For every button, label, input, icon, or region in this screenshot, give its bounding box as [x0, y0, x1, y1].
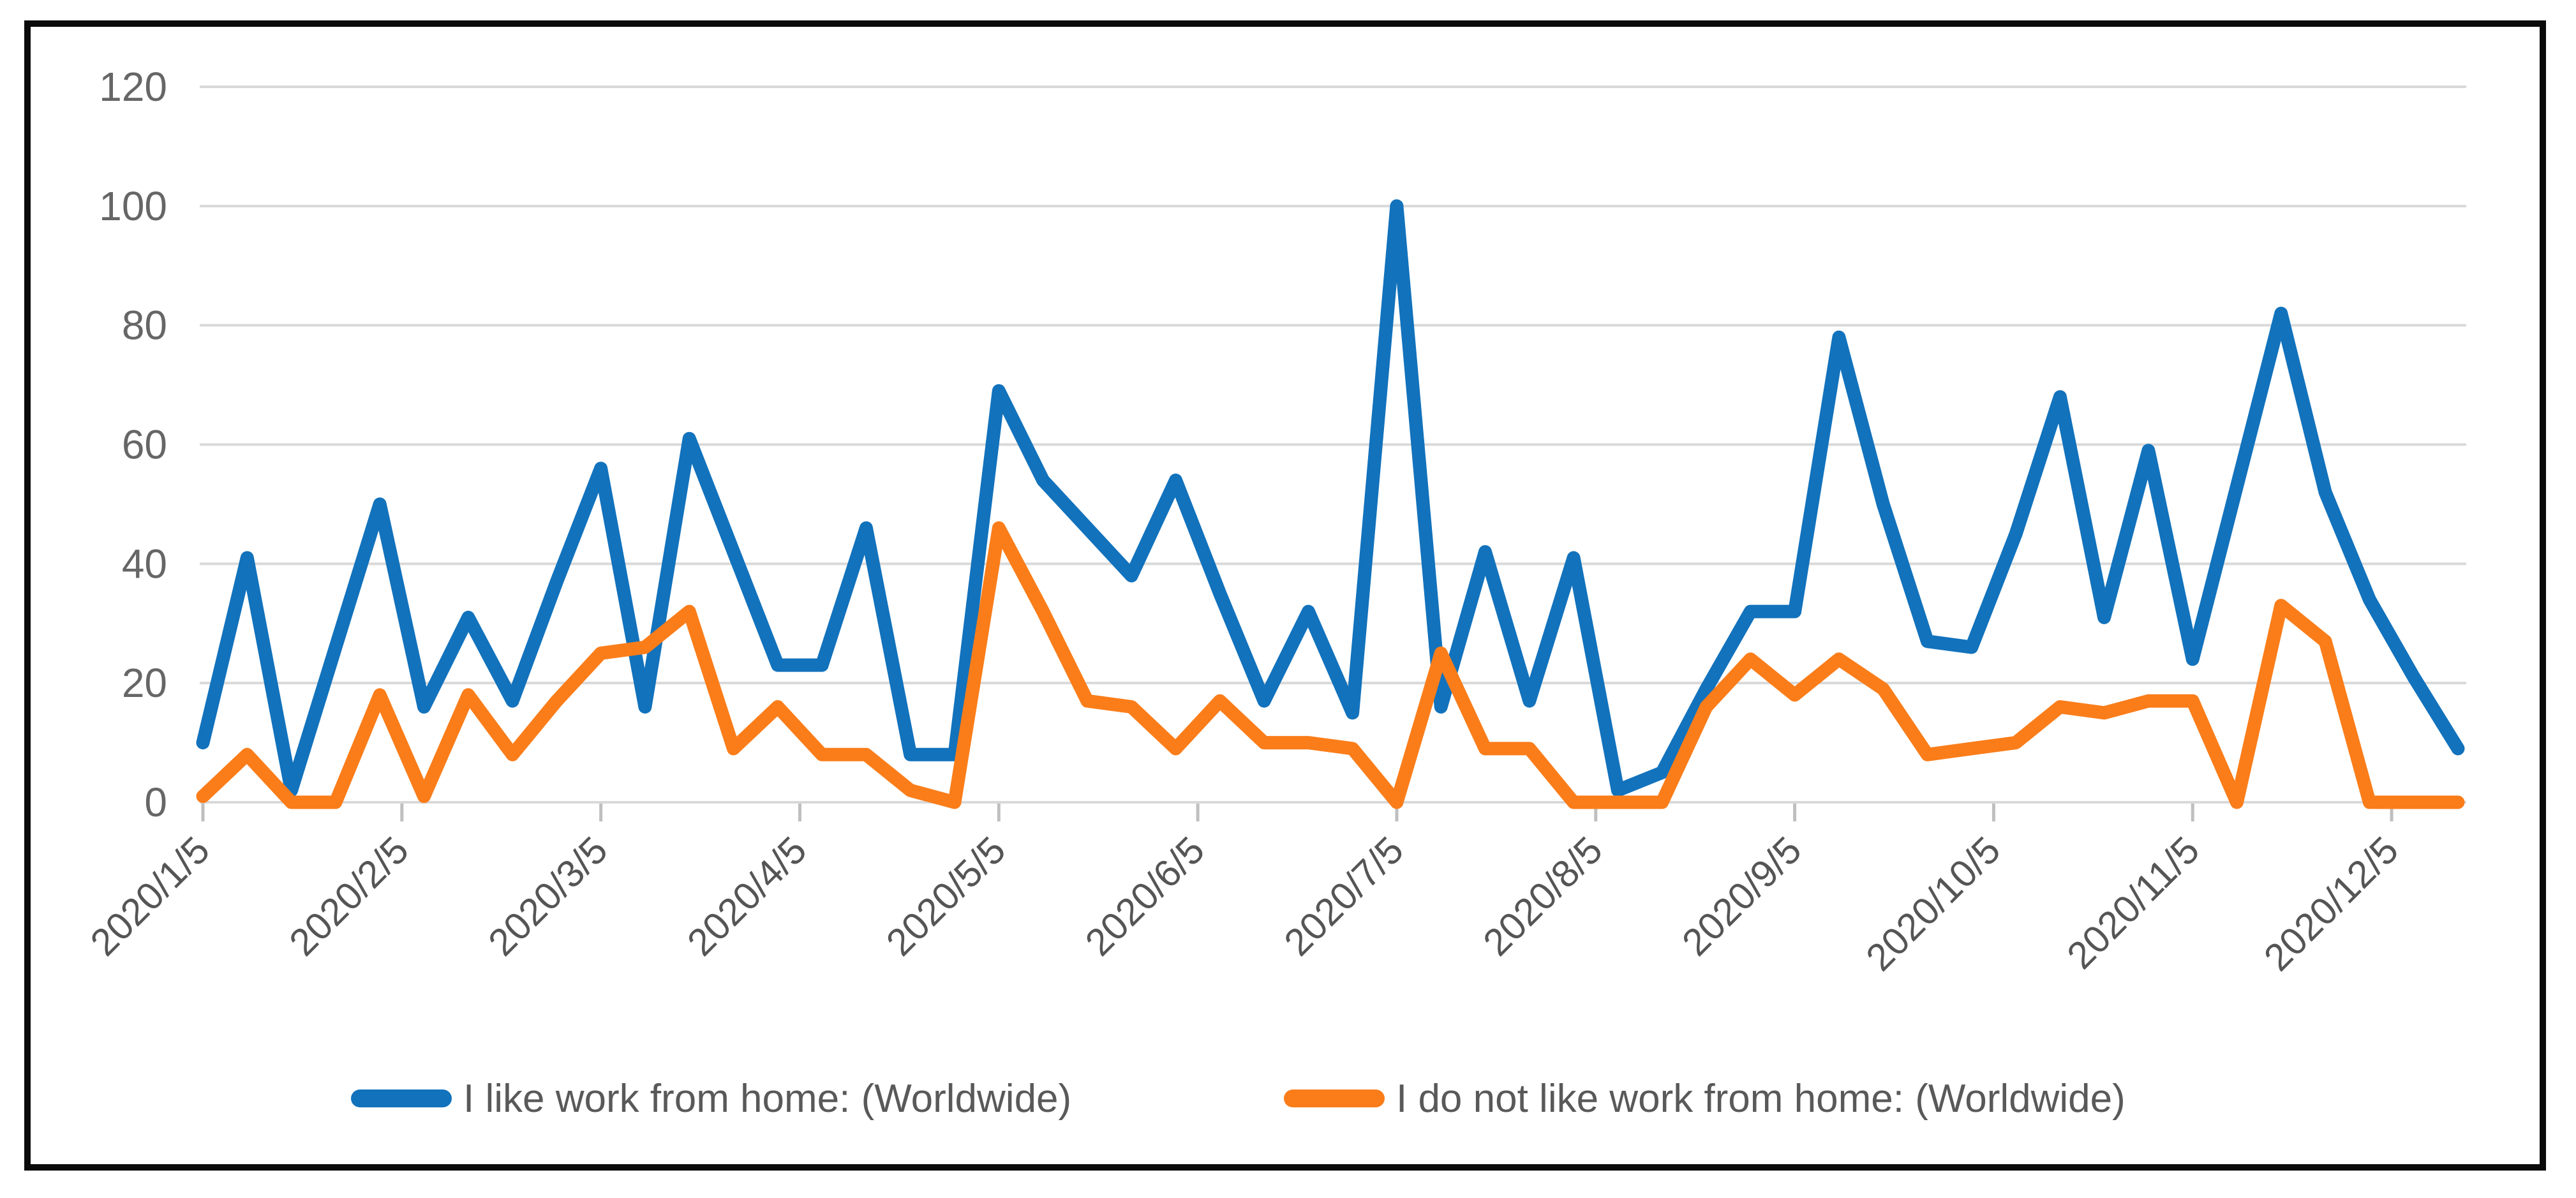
- legend-label-dislike: I do not like work from home: (Worldwide…: [1396, 1076, 2126, 1121]
- y-axis-label-20: 20: [122, 660, 167, 706]
- legend-swatch-dislike: [1284, 1089, 1385, 1107]
- x-axis-label-2020/2/5: 2020/2/5: [281, 828, 417, 964]
- y-axis-label-100: 100: [99, 183, 167, 229]
- x-axis-label-2020/6/5: 2020/6/5: [1077, 828, 1213, 964]
- chart-frame: [24, 20, 2546, 1171]
- legend-entry-like[interactable]: I like work from home: (Worldwide): [351, 1070, 1071, 1127]
- x-axis-label-2020/10/5: 2020/10/5: [1858, 828, 2008, 979]
- y-axis-label-40: 40: [122, 541, 167, 587]
- x-axis-label-2020/12/5: 2020/12/5: [2256, 828, 2406, 979]
- legend-label-like: I like work from home: (Worldwide): [463, 1076, 1072, 1121]
- y-axis-label-0: 0: [144, 779, 167, 825]
- x-axis-label-2020/9/5: 2020/9/5: [1674, 828, 1810, 964]
- chart-legend: I like work from home: (Worldwide) I do …: [0, 1070, 2576, 1127]
- y-axis-label-120: 120: [99, 64, 167, 110]
- x-axis-label-2020/11/5: 2020/11/5: [2059, 828, 2207, 977]
- x-axis-label-2020/8/5: 2020/8/5: [1475, 828, 1611, 964]
- series-line-1[interactable]: [196, 521, 2465, 809]
- x-axis-label-2020/1/5: 2020/1/5: [82, 828, 218, 964]
- x-axis-label-2020/5/5: 2020/5/5: [878, 828, 1014, 964]
- y-axis-label-80: 80: [122, 303, 167, 348]
- x-axis-label-2020/4/5: 2020/4/5: [679, 828, 815, 964]
- series-line-0[interactable]: [196, 199, 2465, 797]
- x-axis-label-2020/3/5: 2020/3/5: [480, 828, 616, 964]
- legend-swatch-like: [351, 1089, 452, 1107]
- y-axis-label-60: 60: [122, 422, 167, 468]
- x-axis-label-2020/7/5: 2020/7/5: [1276, 828, 1412, 964]
- legend-entry-dislike[interactable]: I do not like work from home: (Worldwide…: [1284, 1070, 2126, 1127]
